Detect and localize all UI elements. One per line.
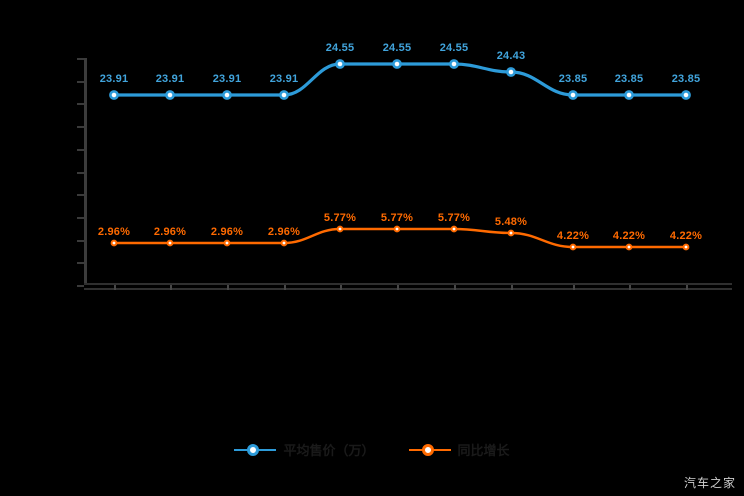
data-point-marker: [506, 67, 516, 77]
watermark: 汽车之家: [683, 476, 736, 490]
x-axis-tick: [397, 285, 399, 290]
x-axis-tick: [454, 285, 456, 290]
data-point-marker: [279, 90, 289, 100]
y-axis-tick: [77, 262, 84, 265]
data-point-label: 24.55: [439, 42, 469, 54]
data-point-marker: [393, 225, 401, 233]
x-axis-tick: [114, 285, 116, 290]
x-axis-tick: [686, 285, 688, 290]
circle-marker-icon: [234, 442, 277, 458]
y-axis-tick: [77, 216, 84, 219]
y-axis-line: [84, 58, 87, 285]
series-line-orange: [112, 227, 688, 249]
data-point-marker: [109, 90, 119, 100]
x-axis-line: [84, 283, 732, 285]
series-markers-orange: [110, 225, 690, 251]
y-axis-tick: [77, 171, 84, 174]
y-axis-tick: [77, 126, 84, 129]
x-axis-tick: [629, 285, 631, 290]
y-axis-tick: [77, 194, 84, 197]
x-axis-line-secondary: [84, 288, 732, 290]
data-point-marker: [166, 239, 174, 247]
data-point-marker: [392, 59, 402, 69]
data-point-label: 2.96%: [210, 226, 244, 238]
data-point-label: 4.22%: [556, 230, 590, 242]
data-point-marker: [569, 243, 577, 251]
y-axis-tick: [77, 285, 84, 287]
data-point-marker: [222, 90, 232, 100]
data-point-label: 23.85: [614, 73, 644, 85]
circle-marker-icon: [408, 442, 451, 458]
data-point-label: 23.85: [558, 73, 588, 85]
data-point-label: 24.55: [325, 42, 355, 54]
x-axis-tick: [284, 285, 286, 290]
data-point-label: 24.43: [496, 50, 526, 62]
chart-legend: 平均售价（万） 同比增长: [0, 440, 744, 459]
series-markers-blue: [109, 59, 691, 100]
data-point-label: 23.85: [671, 73, 701, 85]
data-point-label: 5.77%: [437, 212, 471, 224]
legend-label: 同比增长: [457, 443, 510, 458]
data-point-label: 4.22%: [612, 230, 646, 242]
data-point-marker: [280, 239, 288, 247]
data-point-label: 5.77%: [380, 212, 414, 224]
data-point-marker: [507, 229, 515, 237]
data-point-label: 23.91: [212, 73, 242, 85]
data-point-marker: [110, 239, 118, 247]
data-point-marker: [336, 225, 344, 233]
data-point-label: 2.96%: [97, 226, 131, 238]
data-point-marker: [625, 243, 633, 251]
x-axis-tick: [227, 285, 229, 290]
data-point-marker: [624, 90, 634, 100]
legend-item-yoy-growth[interactable]: 同比增长: [408, 440, 510, 459]
data-point-marker: [568, 90, 578, 100]
data-point-marker: [682, 243, 690, 251]
x-axis-tick: [170, 285, 172, 290]
x-axis-tick: [511, 285, 513, 290]
data-point-marker: [449, 59, 459, 69]
data-point-marker: [681, 90, 691, 100]
data-point-label: 4.22%: [669, 230, 703, 242]
data-point-marker: [165, 90, 175, 100]
data-point-label: 2.96%: [267, 226, 301, 238]
y-axis-tick: [77, 80, 84, 83]
data-point-marker: [450, 225, 458, 233]
y-axis-tick: [77, 239, 84, 242]
y-axis-tick: [77, 103, 84, 106]
legend-item-average-price[interactable]: 平均售价（万）: [234, 440, 375, 459]
y-axis-tick: [77, 148, 84, 151]
data-point-marker: [335, 59, 345, 69]
data-point-label: 5.77%: [323, 212, 357, 224]
y-axis-tick: [77, 58, 84, 60]
data-point-label: 2.96%: [153, 226, 187, 238]
x-axis-tick: [340, 285, 342, 290]
data-point-label: 23.91: [155, 73, 185, 85]
data-point-label: 24.55: [382, 42, 412, 54]
data-point-label: 5.48%: [494, 216, 528, 228]
legend-label: 平均售价（万）: [283, 443, 375, 458]
x-axis-tick: [573, 285, 575, 290]
data-point-label: 23.91: [269, 73, 299, 85]
series-line-blue: [112, 62, 688, 97]
data-point-label: 23.91: [99, 73, 129, 85]
data-point-marker: [223, 239, 231, 247]
